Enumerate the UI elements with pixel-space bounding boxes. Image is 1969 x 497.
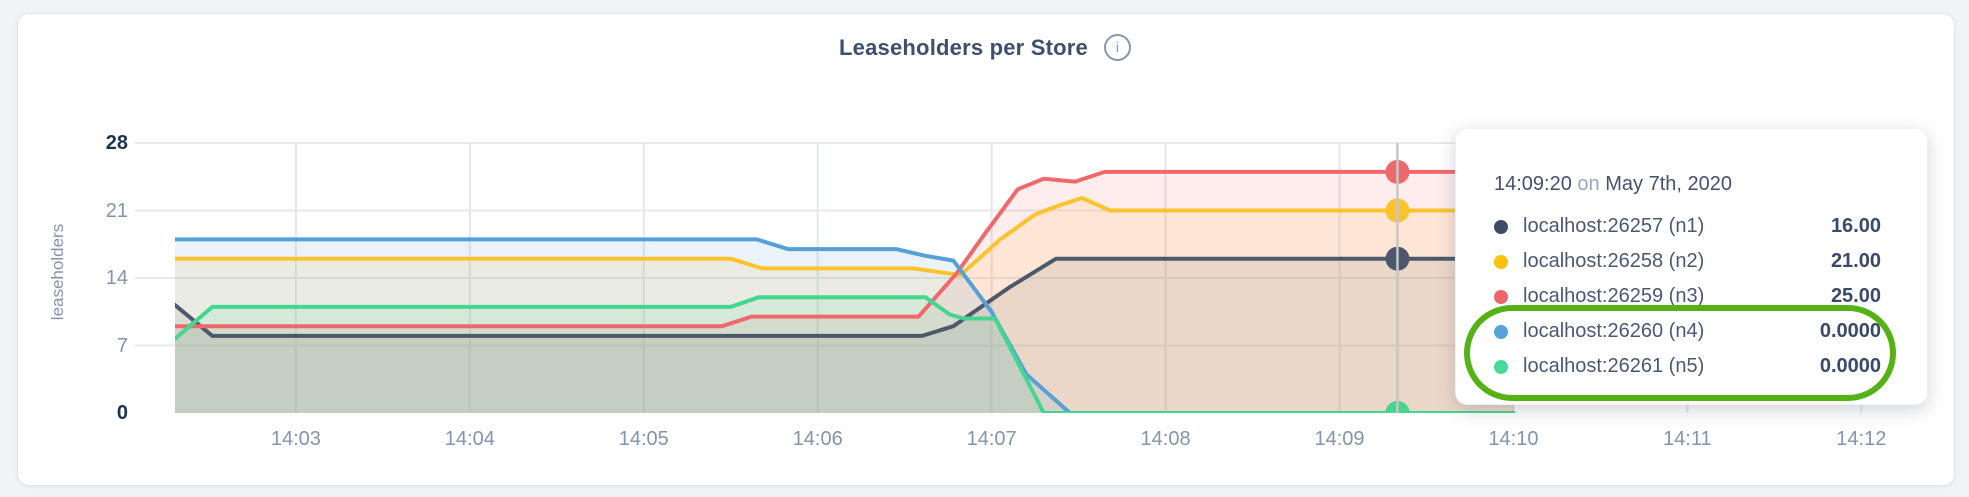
series-value: 0.0000 xyxy=(1819,320,1881,342)
tooltip-series-row: localhost:26260 (n4) 0.0000 xyxy=(1494,314,1881,349)
y-tick-label: 21 xyxy=(105,199,128,222)
series-dot-icon xyxy=(1494,359,1508,374)
series-area-4 xyxy=(175,239,1514,413)
series-line-2 xyxy=(175,196,1516,278)
tooltip-series-row: localhost:26261 (n5) 0.0000 xyxy=(1494,349,1881,384)
series-area-2 xyxy=(175,198,1514,413)
series-line-5 xyxy=(175,295,1516,413)
series-value: 0.0000 xyxy=(1819,355,1881,377)
y-tick-label: 7 xyxy=(116,334,128,357)
x-tick-label: 14:12 xyxy=(1836,428,1887,450)
x-tick-label: 14:09 xyxy=(1314,428,1365,450)
series-value: 25.00 xyxy=(1830,285,1881,307)
series-area-1 xyxy=(175,258,1514,413)
tooltip-series-row: localhost:26259 (n3) 25.00 xyxy=(1494,279,1881,314)
series-label: localhost:26260 (n4) xyxy=(1523,320,1705,342)
series-dot-icon xyxy=(1494,219,1508,234)
tooltip-timestamp: 14:09:20 on May 7th, 2020 xyxy=(1494,173,1732,196)
series-label: localhost:26258 (n2) xyxy=(1523,250,1705,272)
series-dot-icon xyxy=(1494,289,1508,304)
plot-area[interactable] xyxy=(175,143,1516,425)
tooltip-series-row: localhost:26257 (n1) 16.00 xyxy=(1494,209,1881,244)
series-dot-icon xyxy=(1494,254,1508,269)
series-line-4 xyxy=(175,237,1516,413)
tooltip-on-word: on xyxy=(1577,173,1600,195)
series-line-3 xyxy=(175,169,1516,329)
x-tick-label: 14:07 xyxy=(966,428,1017,450)
x-tick-label: 14:10 xyxy=(1488,428,1539,450)
series-line-1 xyxy=(175,256,1516,338)
tooltip-date: May 7th, 2020 xyxy=(1605,173,1732,195)
series-label: localhost:26259 (n3) xyxy=(1523,285,1705,307)
y-tick-label: 28 xyxy=(105,132,128,154)
series-label: localhost:26261 (n5) xyxy=(1523,355,1705,377)
info-icon[interactable]: i xyxy=(1103,34,1131,61)
y-tick-label: 0 xyxy=(116,402,128,424)
x-tick-label: 14:05 xyxy=(618,428,669,450)
series-dot-icon xyxy=(1494,324,1508,339)
tooltip-series-row: localhost:26258 (n2) 21.00 xyxy=(1494,244,1881,279)
chart-hover-tooltip: 14:09:20 on May 7th, 2020 localhost:2625… xyxy=(1455,128,1928,405)
tooltip-time: 14:09:20 xyxy=(1494,173,1572,195)
tooltip-series-list: localhost:26257 (n1) 16.00 localhost:26258… xyxy=(1494,209,1881,384)
x-tick-label: 14:08 xyxy=(1140,428,1191,450)
series-area-3 xyxy=(175,171,1514,413)
series-value: 16.00 xyxy=(1830,215,1881,237)
series-label: localhost:26257 (n1) xyxy=(1523,215,1705,237)
x-tick-label: 14:04 xyxy=(444,428,495,450)
y-tick-label: 14 xyxy=(105,267,128,289)
x-tick-label: 14:03 xyxy=(270,428,321,450)
x-tick-label: 14:11 xyxy=(1663,428,1712,450)
x-tick-label: 14:06 xyxy=(792,428,843,450)
series-value: 21.00 xyxy=(1830,250,1881,272)
